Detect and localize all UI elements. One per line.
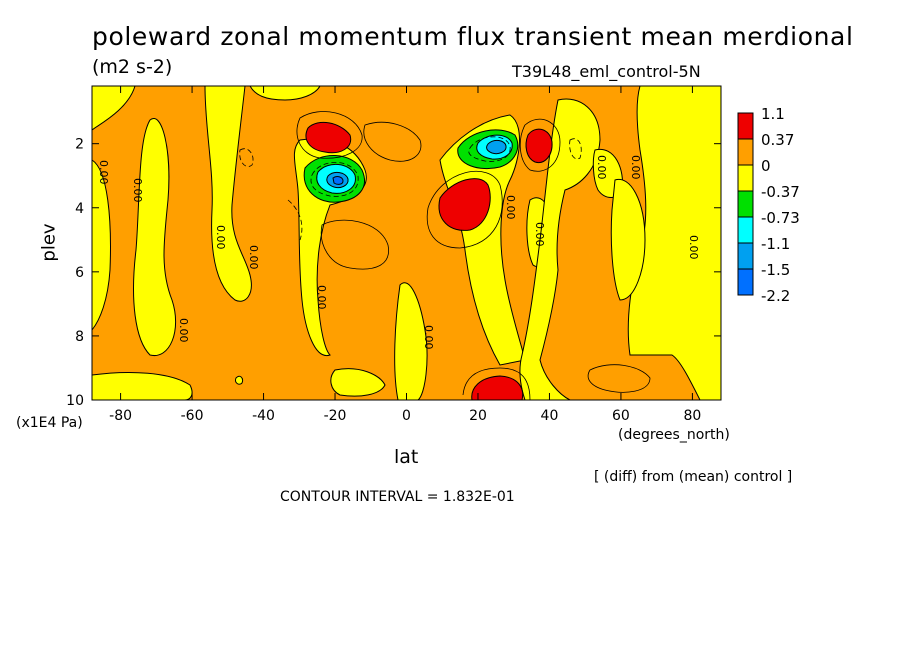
colorbar-label: 0 — [761, 157, 771, 175]
zero-contour-labels: 0.00 0.00 0.00 0.00 0.00 0.00 0.00 0.00 … — [97, 155, 700, 350]
yellow-band-75 — [133, 117, 176, 356]
colorbar-label: -0.37 — [761, 183, 800, 201]
colorbar-swatch — [737, 138, 754, 166]
x-tick-label: -80 — [109, 408, 132, 424]
diff-note: [ (diff) from (mean) control ] — [594, 469, 793, 485]
yellow-band-right-low — [610, 178, 646, 301]
y-tick-label: 6 — [75, 265, 84, 281]
chart-title: poleward zonal momentum flux transient m… — [92, 22, 854, 51]
x-tick-label: -20 — [324, 408, 347, 424]
contour-loop-6 — [587, 364, 651, 393]
yellow-band-45 — [519, 98, 601, 401]
contour-interval: CONTOUR INTERVAL = 1.832E-01 — [280, 489, 515, 505]
x-axis: -80 -60 -40 -20 0 20 40 60 80 — [109, 86, 701, 424]
contour-loop-2 — [426, 170, 503, 249]
zero-label-6: 0.00 — [315, 285, 328, 310]
y-tick-label: 10 — [66, 393, 84, 409]
zero-label-8: 0.00 — [504, 195, 517, 220]
positive-strong-regions — [305, 121, 553, 401]
yellow-band-eq — [394, 282, 428, 401]
colorbar-swatch — [737, 190, 754, 218]
contour-lines — [296, 111, 651, 401]
contour-loop-7 — [462, 367, 531, 401]
dashed-contour-3 — [239, 148, 254, 167]
x-axis-label: lat — [394, 446, 419, 468]
zero-label-11: 0.00 — [629, 155, 642, 180]
zero-label-4: 0.00 — [214, 225, 227, 250]
yellow-band-left-top — [249, 85, 321, 101]
colorbar-swatch — [737, 164, 754, 192]
x-tick-label: 40 — [541, 408, 559, 424]
y-tick-label: 4 — [75, 201, 84, 217]
colorbar-label: -1.5 — [761, 261, 790, 279]
y-axis-units: (x1E4 Pa) — [16, 415, 83, 431]
dashed-contour-5 — [287, 199, 303, 241]
red-centre-south — [305, 121, 352, 154]
zero-label-10: 0.00 — [595, 155, 608, 180]
colorbar-label: -1.1 — [761, 235, 790, 253]
darkblue-centre-south — [332, 176, 344, 185]
red-centre-north-upper — [525, 128, 553, 164]
chart-units: (m2 s-2) — [92, 56, 173, 78]
dashed-contour-4 — [569, 138, 582, 160]
colorbar: 1.1 0.37 0 -0.37 -0.73 -1.1 -1.5 -2.2 — [737, 105, 800, 305]
colorbar-swatch — [737, 268, 754, 296]
green-spot-left — [235, 375, 243, 385]
y-axis: 2 4 6 8 10 — [66, 137, 721, 409]
red-centre-north-low — [471, 375, 524, 401]
negative-strong-regions — [235, 129, 519, 385]
colorbar-label: -0.73 — [761, 209, 800, 227]
x-tick-label: 60 — [612, 408, 630, 424]
colorbar-label: 0.37 — [761, 131, 794, 149]
x-tick-label: 80 — [683, 408, 701, 424]
x-tick-label: 20 — [469, 408, 487, 424]
yellow-band-55 — [204, 85, 252, 302]
contour-loop-1 — [320, 219, 389, 270]
yellow-band-80s-low — [91, 159, 111, 332]
y-tick-label: 8 — [75, 329, 84, 345]
zero-label-7: 0.00 — [422, 325, 435, 350]
colorbar-swatch — [737, 216, 754, 244]
colorbar-swatch — [737, 112, 754, 140]
red-centre-north-mid — [438, 178, 491, 231]
x-tick-label: -60 — [181, 408, 204, 424]
yellow-band-15 — [439, 114, 526, 366]
x-tick-label: 0 — [402, 408, 411, 424]
colorbar-label: 1.1 — [761, 105, 785, 123]
zero-label-1: 0.00 — [97, 160, 110, 185]
y-tick-label: 2 — [75, 137, 84, 153]
zero-label-2: 0.00 — [131, 178, 144, 203]
dashed-contour-2 — [468, 136, 511, 162]
blue-centre-north — [486, 139, 507, 155]
x-axis-units: (degrees_north) — [618, 427, 730, 443]
zero-label-9: 0.00 — [533, 222, 546, 247]
contour-loop-3 — [519, 118, 561, 172]
contour-loop-4 — [296, 111, 363, 159]
zero-label-5: 0.00 — [247, 245, 260, 270]
contour-loop-5 — [363, 121, 422, 162]
x-tick-label: -40 — [252, 408, 275, 424]
colorbar-label: -2.2 — [761, 287, 790, 305]
dashed-contour-1 — [310, 162, 359, 197]
zero-label-12: 0.00 — [687, 235, 700, 260]
negative-weak-regions — [91, 85, 722, 401]
dashed-contours — [239, 136, 582, 241]
yellow-band-20-low — [330, 368, 386, 397]
run-label: T39L48_eml_control-5N — [512, 62, 701, 81]
zero-label-3: 0.00 — [177, 318, 190, 343]
colorbar-swatch — [737, 242, 754, 270]
